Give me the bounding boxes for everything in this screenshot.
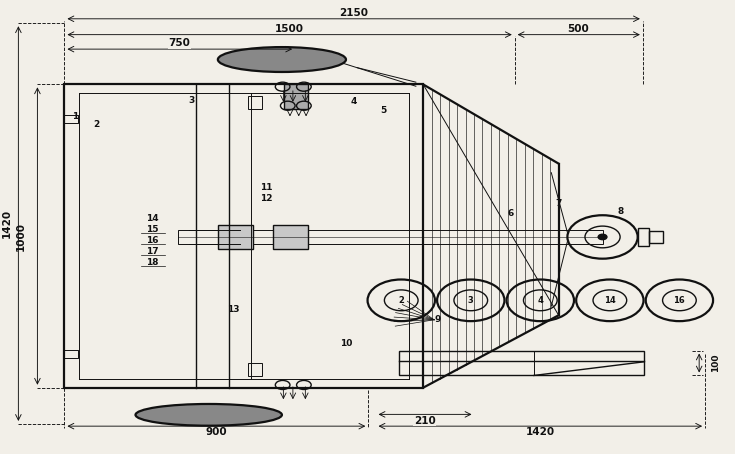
- Bar: [248, 363, 262, 376]
- Text: 1000: 1000: [16, 222, 26, 251]
- Bar: [178, 230, 603, 244]
- Text: 1420: 1420: [1, 209, 12, 238]
- Text: 3: 3: [468, 296, 473, 305]
- Text: 9: 9: [434, 315, 441, 324]
- Ellipse shape: [135, 404, 282, 426]
- Text: 1500: 1500: [275, 24, 304, 34]
- Text: 6: 6: [508, 209, 514, 218]
- Text: 17: 17: [146, 247, 159, 256]
- Text: 2: 2: [398, 296, 404, 305]
- Text: 5: 5: [380, 106, 386, 115]
- Bar: [638, 228, 650, 246]
- Text: 14: 14: [146, 214, 159, 223]
- Text: 210: 210: [414, 416, 436, 426]
- Text: 1: 1: [72, 112, 79, 121]
- Bar: [284, 84, 307, 109]
- Text: 3: 3: [188, 96, 194, 105]
- Bar: [399, 350, 645, 375]
- Text: 14: 14: [604, 296, 616, 305]
- Text: 100: 100: [711, 354, 720, 372]
- Text: 8: 8: [617, 207, 624, 216]
- Text: 13: 13: [226, 305, 239, 314]
- Text: 900: 900: [205, 428, 227, 438]
- Text: 18: 18: [146, 258, 159, 267]
- Text: 500: 500: [567, 24, 589, 34]
- Text: 7: 7: [556, 199, 562, 208]
- Text: 16: 16: [673, 296, 685, 305]
- Text: 4: 4: [351, 97, 356, 106]
- Text: 11: 11: [259, 183, 272, 192]
- Ellipse shape: [218, 47, 346, 72]
- Text: 16: 16: [146, 236, 159, 245]
- Text: 15: 15: [146, 225, 159, 234]
- Text: 4: 4: [537, 296, 543, 305]
- Bar: [65, 84, 423, 388]
- Bar: [650, 231, 662, 243]
- Text: 10: 10: [340, 339, 353, 348]
- Text: 12: 12: [259, 194, 272, 203]
- Circle shape: [598, 234, 607, 240]
- Text: 1420: 1420: [526, 428, 555, 438]
- Text: 2: 2: [93, 120, 99, 129]
- Bar: [248, 96, 262, 109]
- Bar: [218, 225, 254, 249]
- Bar: [273, 225, 308, 249]
- Text: 750: 750: [168, 38, 190, 48]
- Text: 2150: 2150: [339, 8, 368, 18]
